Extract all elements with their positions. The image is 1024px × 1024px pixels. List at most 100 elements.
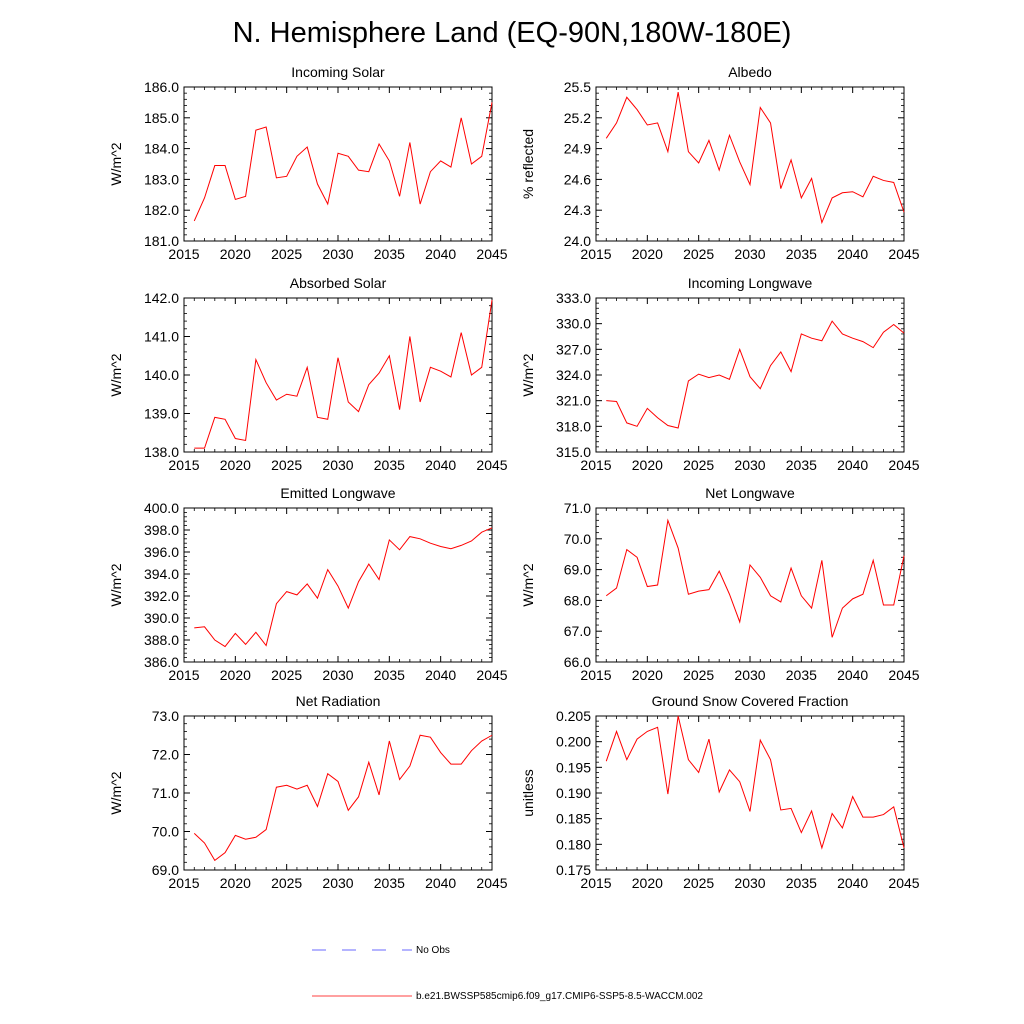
x-tick-label: 2040 — [425, 457, 456, 473]
y-tick-label: 140.0 — [144, 367, 179, 383]
x-tick-label: 2020 — [220, 667, 251, 683]
y-tick-label: 186.0 — [144, 79, 179, 95]
y-tick-label: 24.0 — [564, 233, 591, 249]
y-tick-label: 70.0 — [564, 531, 591, 547]
x-tick-label: 2035 — [374, 457, 405, 473]
y-tick-label: 0.180 — [556, 836, 591, 852]
x-tick-label: 2030 — [322, 875, 353, 891]
x-tick-label: 2040 — [837, 246, 868, 262]
y-tick-label: 0.185 — [556, 811, 591, 827]
y-tick-label: 390.0 — [144, 610, 179, 626]
chart-panel: Ground Snow Covered Fraction unitless 2015… — [520, 693, 920, 891]
legend-case-label: b.e21.BWSSP585cmip6.f09_g17.CMIP6-SSP5-8… — [416, 991, 703, 1002]
x-tick-label: 2045 — [888, 246, 919, 262]
y-tick-label: 183.0 — [144, 171, 179, 187]
y-axis-label: % reflected — [520, 129, 536, 199]
x-tick-label: 2045 — [476, 875, 507, 891]
series-line — [605, 92, 905, 225]
x-tick-label: 2045 — [476, 667, 507, 683]
y-tick-label: 24.3 — [564, 202, 591, 218]
chart-title: Absorbed Solar — [290, 275, 387, 291]
x-tick-label: 2035 — [374, 875, 405, 891]
y-tick-label: 324.0 — [556, 367, 591, 383]
y-tick-label: 0.190 — [556, 785, 591, 801]
x-tick-label: 2025 — [271, 667, 302, 683]
chart-panel: Incoming Longwave W/m^2 2015 2020 2025 2030 20… — [520, 275, 920, 473]
x-tick-label: 2020 — [632, 875, 663, 891]
y-axis-label: W/m^2 — [108, 142, 124, 185]
chart-title: Emitted Longwave — [280, 485, 395, 501]
y-tick-label: 388.0 — [144, 632, 179, 648]
x-tick-label: 2015 — [580, 246, 611, 262]
y-tick-label: 315.0 — [556, 444, 591, 460]
x-tick-label: 2020 — [220, 875, 251, 891]
chart-panel: Net Radiation W/m^2 2015 2020 2025 2030 2035 20… — [108, 693, 508, 891]
x-tick-label: 2045 — [888, 875, 919, 891]
y-tick-label: 67.0 — [564, 623, 591, 639]
x-tick-label: 2015 — [580, 667, 611, 683]
x-tick-label: 2035 — [374, 246, 405, 262]
x-tick-label: 2040 — [837, 667, 868, 683]
x-tick-label: 2025 — [683, 457, 714, 473]
series-line — [605, 715, 905, 850]
plot-frame — [595, 297, 905, 453]
y-tick-label: 69.0 — [152, 862, 179, 878]
x-tick-label: 2040 — [425, 246, 456, 262]
x-tick-label: 2035 — [786, 246, 817, 262]
chart-title: Net Radiation — [296, 693, 381, 709]
y-tick-label: 0.200 — [556, 734, 591, 750]
plot-frame — [183, 715, 493, 871]
y-tick-label: 330.0 — [556, 316, 591, 332]
x-tick-label: 2030 — [734, 246, 765, 262]
x-tick-label: 2015 — [168, 246, 199, 262]
main-title: N. Hemisphere Land (EQ-90N,180W-180E) — [233, 17, 792, 49]
x-tick-label: 2030 — [322, 457, 353, 473]
chart-panel: Incoming Solar W/m^2 2015 2020 2025 2030 2035 2… — [108, 64, 508, 262]
chart-title: Incoming Longwave — [688, 275, 813, 291]
x-tick-label: 2015 — [168, 667, 199, 683]
x-tick-label: 2020 — [220, 246, 251, 262]
x-tick-label: 2040 — [837, 457, 868, 473]
y-tick-label: 69.0 — [564, 562, 591, 578]
x-tick-label: 2020 — [220, 457, 251, 473]
y-tick-label: 24.6 — [564, 171, 591, 187]
y-tick-label: 66.0 — [564, 654, 591, 670]
chart-panel: Net Longwave W/m^2 2015 2020 2025 2030 2035 204… — [520, 485, 920, 683]
y-axis-label: unitless — [520, 769, 536, 816]
series-line — [193, 102, 493, 222]
x-tick-label: 2045 — [888, 457, 919, 473]
x-tick-label: 2030 — [734, 667, 765, 683]
y-axis-label: W/m^2 — [108, 563, 124, 606]
y-tick-label: 68.0 — [564, 592, 591, 608]
y-tick-label: 0.205 — [556, 708, 591, 724]
panels: Incoming Solar W/m^2 2015 2020 2025 2030 2035 2… — [108, 64, 920, 891]
x-tick-label: 2045 — [888, 667, 919, 683]
y-tick-label: 185.0 — [144, 110, 179, 126]
y-axis-label: W/m^2 — [520, 353, 536, 396]
y-tick-label: 0.195 — [556, 759, 591, 775]
plot-frame — [595, 507, 905, 663]
x-tick-label: 2025 — [271, 875, 302, 891]
x-tick-label: 2020 — [632, 457, 663, 473]
y-tick-label: 25.2 — [564, 110, 591, 126]
y-tick-label: 398.0 — [144, 522, 179, 538]
y-tick-label: 73.0 — [152, 708, 179, 724]
y-tick-label: 321.0 — [556, 393, 591, 409]
x-tick-label: 2040 — [425, 875, 456, 891]
series-line — [193, 734, 493, 862]
y-tick-label: 24.9 — [564, 141, 591, 157]
x-tick-label: 2045 — [476, 246, 507, 262]
y-tick-label: 394.0 — [144, 566, 179, 582]
legend: No Obs b.e21.BWSSP585cmip6.f09_g17.CMIP6… — [312, 945, 703, 1002]
x-tick-label: 2015 — [580, 875, 611, 891]
x-tick-label: 2020 — [632, 667, 663, 683]
y-tick-label: 72.0 — [152, 747, 179, 763]
x-tick-label: 2040 — [837, 875, 868, 891]
x-tick-label: 2025 — [271, 457, 302, 473]
plot-frame — [595, 715, 905, 871]
y-axis-label: W/m^2 — [520, 563, 536, 606]
x-tick-label: 2040 — [425, 667, 456, 683]
y-axis-label: W/m^2 — [108, 771, 124, 814]
x-tick-label: 2030 — [734, 457, 765, 473]
